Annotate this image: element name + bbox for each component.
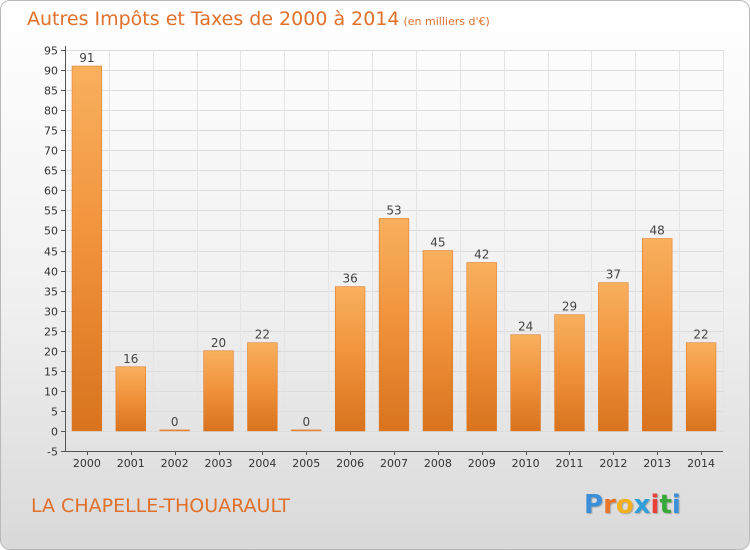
bar-2006 [334,286,366,432]
bar-2003 [203,350,234,432]
y-tick-label: 55 [44,205,58,218]
data-label-2008: 45 [430,236,445,250]
y-tick-label: 0 [51,426,58,439]
bar-2013 [642,238,673,432]
y-tick-label: 75 [44,125,58,138]
y-tick-label: 50 [44,225,58,238]
logo-letter: i [650,490,660,520]
y-tick-label: 20 [44,346,58,359]
bar-2004 [247,342,278,432]
x-tick-label-2005: 2005 [292,457,320,470]
data-label-2002: 0 [171,415,179,429]
bar-2007 [378,218,410,432]
bar-2009 [466,262,497,432]
location-name: LA CHAPELLE-THOUARAULT [31,495,291,517]
data-label-2006: 36 [342,272,357,286]
x-tick-label-2006: 2006 [336,457,364,470]
logo-letter: i [671,490,681,520]
data-label-2014: 22 [693,328,708,342]
proxiti-logo[interactable]: Proxiti [584,490,681,520]
bar-2008 [422,250,454,432]
y-tick-label: 30 [44,306,58,319]
y-tick-label: 90 [44,65,58,78]
y-tick-label: -5 [47,446,58,459]
bar-2000 [71,65,103,432]
bar-2012 [598,282,629,432]
axes [61,46,723,455]
bar-2011 [554,314,585,432]
y-tick-label: 65 [44,165,58,178]
y-tick-label: 5 [51,406,58,419]
bar-2002 [159,429,190,432]
x-tick-label-2013: 2013 [643,457,671,470]
data-label-2011: 29 [562,300,577,314]
data-label-2001: 16 [123,352,138,366]
y-tick-label: 95 [44,45,58,58]
chart-title-text: Autres Impôts et Taxes de 2000 à 2014 [27,8,400,30]
y-tick-label: 35 [44,286,58,299]
x-tick-label-2004: 2004 [248,457,276,470]
labels: -5 0 5 10 15 20 25 30 35 40 45 50 55 60 65 70 75 80 85 90 95… [44,45,715,471]
x-tick-label-2007: 2007 [380,457,408,470]
data-label-2004: 22 [255,328,270,342]
y-tick-label: 10 [44,386,58,399]
x-tick-label-2000: 2000 [73,457,101,470]
data-label-2000: 91 [79,51,94,65]
x-tick-label-2010: 2010 [512,457,540,470]
y-tick-label: 60 [44,185,58,198]
x-tick-label-2003: 2003 [205,457,233,470]
x-tick-label-2009: 2009 [468,457,496,470]
logo-letter: t [659,490,672,520]
logo-letter: o [615,490,634,520]
y-tick-label: 80 [44,105,58,118]
y-tick-label: 70 [44,145,58,158]
data-label-2009: 42 [474,248,489,262]
bar-2014 [685,342,717,432]
y-tick-label: 85 [44,85,58,98]
logo-letter: P [584,490,604,520]
y-tick-label: 15 [44,366,58,379]
data-label-2005: 0 [302,415,310,429]
bar-2010 [510,334,541,432]
data-label-2003: 20 [211,336,226,350]
chart-subtitle: (en milliers d'€) [403,15,490,28]
data-label-2010: 24 [518,320,533,334]
x-tick-label-2011: 2011 [555,457,583,470]
logo-letter: r [603,490,616,520]
x-tick-label-2001: 2001 [117,457,145,470]
y-tick-label: 40 [44,266,58,279]
bars [71,65,717,432]
y-tick-label: 25 [44,326,58,339]
logo-letter: x [633,490,651,520]
bar-2001 [115,366,146,432]
x-tick-label-2008: 2008 [424,457,452,470]
chart-title: Autres Impôts et Taxes de 2000 à 2014 (en… [27,8,490,30]
x-tick-label-2014: 2014 [687,457,715,470]
data-label-2007: 53 [386,203,401,217]
x-tick-label-2002: 2002 [161,457,189,470]
data-label-2012: 37 [606,268,621,282]
data-label-2013: 48 [650,224,665,238]
y-tick-label: 45 [44,246,58,259]
x-tick-label-2012: 2012 [599,457,627,470]
bar-2005 [291,429,322,432]
